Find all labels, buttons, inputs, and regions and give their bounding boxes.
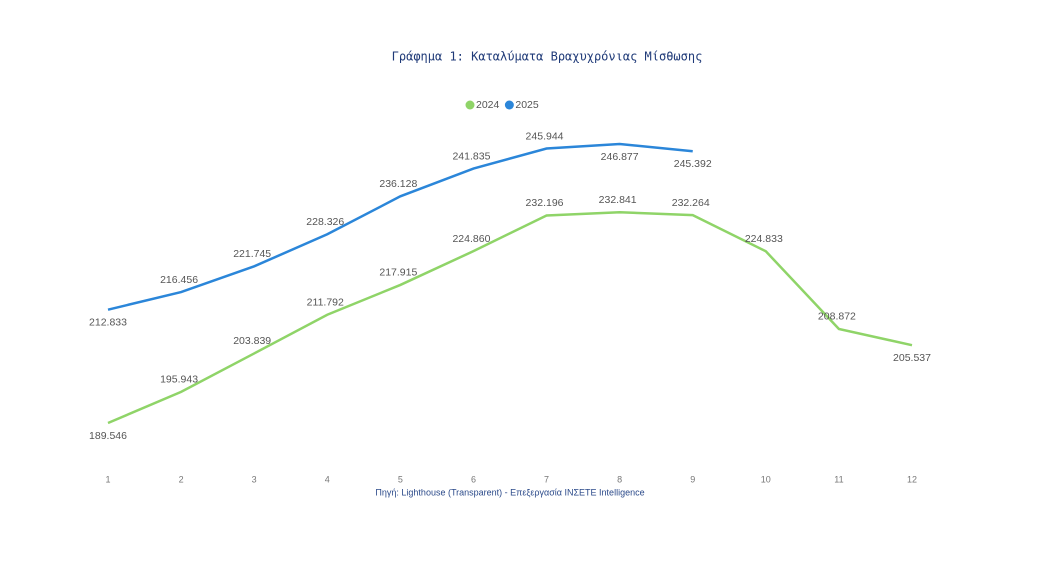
data-label: 189.546: [89, 430, 127, 442]
x-tick-label: 7: [544, 474, 549, 484]
series-line: [107, 211, 913, 425]
x-tick-label: 4: [325, 474, 330, 484]
x-tick-label: 8: [617, 474, 622, 484]
data-label: 203.839: [233, 335, 271, 347]
data-label: 224.833: [745, 233, 783, 245]
x-tick-label: 2: [179, 474, 184, 484]
data-label: 205.537: [893, 352, 931, 364]
data-label: 245.392: [674, 158, 712, 170]
x-tick-label: 6: [471, 474, 476, 484]
data-label: 241.835: [452, 150, 490, 162]
data-label: 232.841: [599, 194, 637, 206]
data-label: 212.833: [89, 316, 127, 328]
series-line: [107, 142, 693, 311]
legend-label: 2024: [476, 99, 500, 111]
data-label: 216.456: [160, 274, 198, 286]
data-label: 211.792: [307, 297, 344, 309]
chart-title: Γράφημα 1: Καταλύματα Βραχυχρόνιας Μίσθω…: [392, 50, 703, 64]
data-label: 221.745: [233, 248, 271, 260]
x-tick-label: 5: [398, 474, 403, 484]
data-label: 217.915: [379, 267, 417, 279]
data-label: 195.943: [160, 374, 198, 386]
data-label: 245.944: [526, 130, 564, 142]
x-tick-label: 11: [834, 474, 843, 484]
x-tick-label: 9: [690, 474, 695, 484]
x-tick-label: 1: [105, 474, 110, 484]
source-note: Πηγή: Lighthouse (Transparent) - Επεξεργ…: [375, 487, 644, 497]
x-tick-label: 10: [761, 474, 771, 484]
data-label: 232.264: [672, 197, 710, 209]
data-label: 246.877: [601, 151, 639, 163]
data-label: 228.326: [306, 216, 344, 228]
data-label: 224.860: [452, 233, 490, 245]
legend-swatch: [465, 100, 475, 110]
data-label: 208.872: [818, 311, 856, 323]
x-tick-label: 3: [252, 474, 257, 484]
data-label: 236.128: [379, 178, 417, 190]
x-tick-label: 12: [907, 474, 917, 484]
legend-swatch: [504, 100, 514, 110]
legend-label: 2025: [515, 99, 539, 111]
data-label: 232.196: [526, 197, 564, 209]
